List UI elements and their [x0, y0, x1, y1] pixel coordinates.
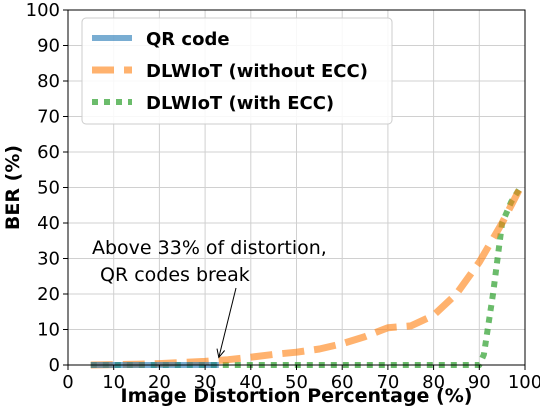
x-tick-label: 0	[62, 372, 73, 393]
x-axis-label: Image Distortion Percentage (%)	[121, 385, 473, 407]
y-tick-label: 100	[26, 0, 60, 21]
y-tick-label: 70	[37, 107, 60, 128]
x-tick-label: 100	[508, 372, 540, 393]
annotation-arrow	[218, 287, 237, 358]
legend-label-dlwiot-without-ecc: DLWIoT (without ECC)	[146, 61, 368, 82]
tick-labels: 0 10 20 30 40 50 60 70 80 90 100 0 10 20 30 40 50 60 70 80 9…	[26, 0, 540, 393]
y-tick-label: 0	[49, 355, 60, 376]
legend-label-qr-code: QR code	[146, 29, 230, 50]
y-axis-label: BER (%)	[2, 145, 24, 230]
x-tick-label: 30	[194, 372, 217, 393]
legend: QR code DLWIoT (without ECC) DLWIoT (wit…	[81, 17, 393, 125]
x-tick-label: 50	[285, 372, 308, 393]
x-tick-label: 20	[148, 372, 171, 393]
y-tick-label: 40	[37, 213, 60, 234]
y-tick-label: 80	[37, 71, 60, 92]
annotation: Above 33% of distortion, QR codes break	[92, 237, 327, 359]
y-tick-label: 10	[37, 320, 60, 341]
x-tick-label: 70	[376, 372, 399, 393]
annotation-arrowhead	[216, 348, 225, 359]
x-tick-label: 10	[102, 372, 125, 393]
y-tick-label: 20	[37, 284, 60, 305]
series-line-dlwiot-with-ecc	[90, 185, 523, 368]
x-tick-label: 40	[239, 372, 262, 393]
legend-box	[81, 17, 393, 125]
y-tick-label: 60	[37, 142, 60, 163]
annotation-line-1: Above 33% of distortion,	[92, 237, 327, 259]
annotation-line-2: QR codes break	[100, 264, 250, 286]
y-tick-label: 30	[37, 249, 60, 270]
y-tick-label: 90	[37, 36, 60, 57]
x-tick-label: 80	[422, 372, 445, 393]
y-tick-label: 50	[37, 178, 60, 199]
x-tick-label: 60	[331, 372, 354, 393]
legend-label-dlwiot-with-ecc: DLWIoT (with ECC)	[146, 93, 334, 114]
x-tick-label: 90	[468, 372, 491, 393]
